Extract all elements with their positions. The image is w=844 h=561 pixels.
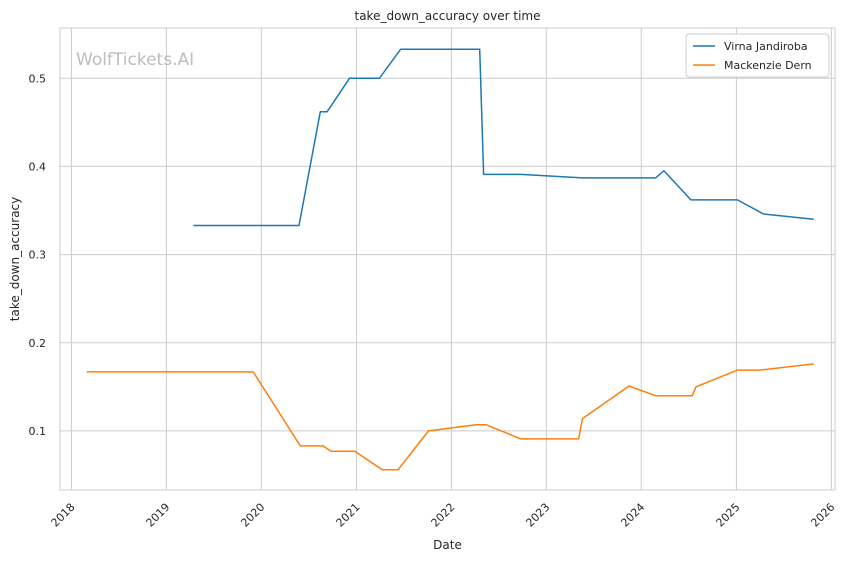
x-tick-label: 2022 — [429, 501, 458, 530]
x-tick-labels: 2018 2019 2020 2021 2022 2023 2024 2025 2026 — [49, 501, 838, 530]
legend-box — [685, 33, 830, 78]
series-line-1 — [193, 48, 814, 227]
legend-label-2: Mackenzie Dern — [724, 59, 812, 72]
grid-layer — [60, 28, 835, 490]
x-tick-label: 2026 — [808, 501, 837, 530]
series-layer — [86, 48, 814, 471]
y-tick-label: 0.5 — [29, 72, 47, 85]
x-tick-label: 2020 — [238, 501, 267, 530]
legend-label-1: Virna Jandiroba — [724, 40, 808, 53]
x-tick-label: 2025 — [714, 501, 743, 530]
y-tick-labels: 0.1 0.2 0.3 0.4 0.5 — [29, 72, 47, 438]
plot-frame — [59, 27, 836, 491]
watermark-text: WolfTickets.AI — [76, 50, 194, 70]
x-tick-label: 2018 — [49, 501, 78, 530]
y-tick-label: 0.4 — [29, 160, 47, 173]
y-tick-label: 0.2 — [29, 337, 47, 350]
y-tick-label: 0.1 — [29, 425, 47, 438]
x-tick-label: 2024 — [618, 501, 647, 530]
x-axis-label: Date — [433, 538, 462, 552]
x-tick-label: 2021 — [334, 501, 363, 530]
x-tick-label: 2023 — [523, 501, 552, 530]
x-tick-label: 2019 — [143, 501, 172, 530]
y-tick-label: 0.3 — [29, 249, 47, 262]
legend: Virna Jandiroba Mackenzie Dern — [685, 33, 830, 78]
y-axis-label: take_down_accuracy — [8, 197, 22, 321]
chart-title: take_down_accuracy over time — [355, 9, 541, 23]
series-line-2 — [86, 363, 814, 471]
